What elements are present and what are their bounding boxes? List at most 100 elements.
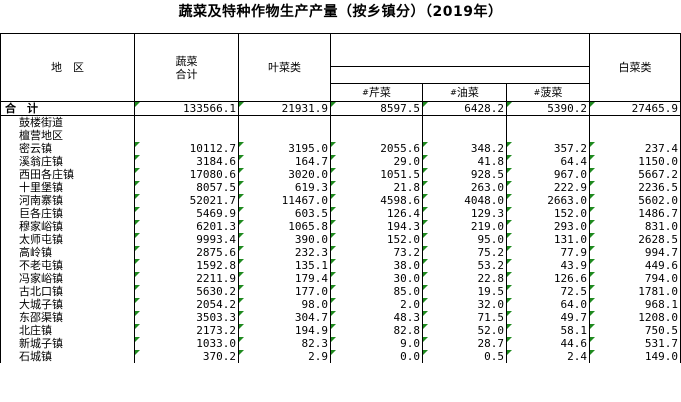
- header-total-line1: 蔬菜: [175, 54, 198, 68]
- header-leafy-sub-blank: [330, 32, 590, 67]
- header-leafy: 叶菜类: [238, 33, 331, 102]
- cell-value: 41.8: [422, 155, 507, 168]
- cell-value: 1065.8: [238, 220, 331, 233]
- cell-value: 64.0: [506, 298, 590, 311]
- region-name: 西田各庄镇: [0, 168, 135, 181]
- cell-value: 2236.5: [589, 181, 681, 194]
- cell-value: 21.8: [330, 181, 423, 194]
- cell-value: 194.9: [238, 324, 331, 337]
- table-title: 蔬菜及特种作物生产产量（按乡镇分）（2019年）: [178, 4, 503, 20]
- cell-value: 135.1: [238, 259, 331, 272]
- table-row: 东邵渠镇 3503.3 304.7 48.3 71.5 49.7 1208.0: [0, 311, 681, 324]
- cell-value: 4048.0: [422, 194, 507, 207]
- region-name: 巨各庄镇: [0, 207, 135, 220]
- table-row: 檀营地区: [0, 129, 681, 142]
- region-name: 大城子镇: [0, 298, 135, 311]
- cell-value: 177.0: [238, 285, 331, 298]
- cell-value: 28.7: [422, 337, 507, 350]
- header-sub-spacer: [330, 66, 590, 84]
- cell-value: 293.0: [506, 220, 590, 233]
- cell-value: 219.0: [422, 220, 507, 233]
- cell-value: 4598.6: [330, 194, 423, 207]
- cell-value: 232.3: [238, 246, 331, 259]
- cell-value: 390.0: [238, 233, 331, 246]
- cell-value: 1150.0: [589, 155, 681, 168]
- cell-value: 449.6: [589, 259, 681, 272]
- total-value: 27465.9: [589, 101, 681, 116]
- cell-value: 19.5: [422, 285, 507, 298]
- cell-value: 794.0: [589, 272, 681, 285]
- cell-value: [422, 115, 507, 129]
- cell-value: 0.5: [422, 350, 507, 363]
- cell-value: 304.7: [238, 311, 331, 324]
- table-row: 高岭镇 2875.6 232.3 73.2 75.2 77.9 994.7: [0, 246, 681, 259]
- cell-value: 5602.0: [589, 194, 681, 207]
- cell-value: 29.0: [330, 155, 423, 168]
- cell-value: [506, 129, 590, 142]
- cell-value: 85.0: [330, 285, 423, 298]
- cell-value: 2.9: [238, 350, 331, 363]
- cell-value: 32.0: [422, 298, 507, 311]
- cell-value: 64.4: [506, 155, 590, 168]
- cell-value: [330, 115, 423, 129]
- cell-value: 53.2: [422, 259, 507, 272]
- cell-value: 3020.0: [238, 168, 331, 181]
- region-name: 穆家峪镇: [0, 220, 135, 233]
- cell-value: 44.6: [506, 337, 590, 350]
- cell-value: 370.2: [134, 350, 239, 363]
- cell-value: 2875.6: [134, 246, 239, 259]
- cell-value: 71.5: [422, 311, 507, 324]
- cell-value: 179.4: [238, 272, 331, 285]
- cell-value: [422, 129, 507, 142]
- cell-value: [589, 115, 681, 129]
- cell-value: 928.5: [422, 168, 507, 181]
- cell-value: 126.4: [330, 207, 423, 220]
- cell-value: 967.0: [506, 168, 590, 181]
- cell-value: 2055.6: [330, 142, 423, 155]
- header-cabbage: 白菜类: [589, 33, 681, 102]
- cell-value: 98.0: [238, 298, 331, 311]
- cell-value: 831.0: [589, 220, 681, 233]
- table-row: 溪翁庄镇 3184.6 164.7 29.0 41.8 64.4 1150.0: [0, 155, 681, 168]
- cell-value: 52021.7: [134, 194, 239, 207]
- table-row: 大城子镇 2054.2 98.0 2.0 32.0 64.0 968.1: [0, 298, 681, 311]
- cell-value: 73.2: [330, 246, 423, 259]
- cell-value: 194.3: [330, 220, 423, 233]
- cell-value: 1592.8: [134, 259, 239, 272]
- cell-value: 38.0: [330, 259, 423, 272]
- region-name: 北庄镇: [0, 324, 135, 337]
- header-total: 蔬菜 合计: [134, 33, 239, 102]
- cell-value: [134, 115, 239, 129]
- cell-value: 348.2: [422, 142, 507, 155]
- table-row: 太师屯镇 9993.4 390.0 152.0 95.0 131.0 2628.5: [0, 233, 681, 246]
- cell-value: 2173.2: [134, 324, 239, 337]
- region-name: 太师屯镇: [0, 233, 135, 246]
- table-row: 冯家峪镇 2211.9 179.4 30.0 22.8 126.6 794.0: [0, 272, 681, 285]
- table-row: 鼓楼街道: [0, 115, 681, 129]
- cell-value: 43.9: [506, 259, 590, 272]
- cell-value: 52.0: [422, 324, 507, 337]
- table-row: 石城镇 370.2 2.9 0.0 0.5 2.4 149.0: [0, 350, 681, 363]
- cell-value: 3184.6: [134, 155, 239, 168]
- region-name: 东邵渠镇: [0, 311, 135, 324]
- region-name: 冯家峪镇: [0, 272, 135, 285]
- cell-value: 3195.0: [238, 142, 331, 155]
- cell-value: 129.3: [422, 207, 507, 220]
- total-value: 8597.5: [330, 101, 423, 116]
- table-row: 新城子镇 1033.0 82.3 9.0 28.7 44.6 531.7: [0, 337, 681, 350]
- cell-value: 9.0: [330, 337, 423, 350]
- cell-value: 1033.0: [134, 337, 239, 350]
- table-row: 河南寨镇 52021.7 11467.0 4598.6 4048.0 2663.0 5602…: [0, 194, 681, 207]
- table-row: 十里堡镇 8057.5 619.3 21.8 263.0 222.9 2236.5: [0, 181, 681, 194]
- cell-value: 263.0: [422, 181, 507, 194]
- cell-value: 0.0: [330, 350, 423, 363]
- cell-value: 152.0: [330, 233, 423, 246]
- cell-value: 5630.2: [134, 285, 239, 298]
- header-spinach: #菠菜: [506, 82, 590, 103]
- region-name: 不老屯镇: [0, 259, 135, 272]
- cell-value: 2663.0: [506, 194, 590, 207]
- cell-value: 10112.7: [134, 142, 239, 155]
- region-name: 鼓楼街道: [0, 115, 135, 129]
- cell-value: 1208.0: [589, 311, 681, 324]
